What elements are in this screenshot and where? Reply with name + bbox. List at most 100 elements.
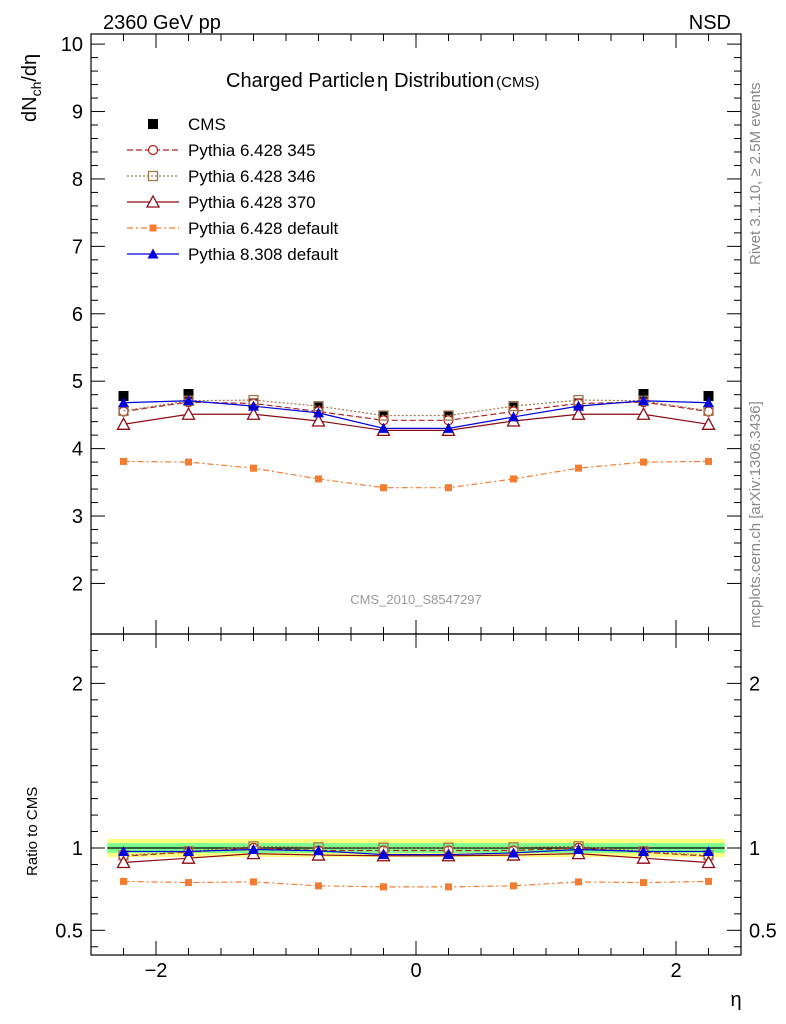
ratio-tick-label: 1 <box>72 838 83 860</box>
series-line-4 <box>123 460 709 489</box>
legend-marker <box>145 194 161 208</box>
x-axis-label: η <box>730 989 741 1011</box>
chart-title-symbol: η <box>377 70 388 92</box>
ratio-plot-frame <box>90 633 742 956</box>
data-point <box>573 400 584 411</box>
ratio-line-2 <box>123 852 709 864</box>
legend-marker <box>147 144 159 156</box>
header-right: NSD <box>689 12 731 34</box>
ratio-tick-label: 2 <box>72 673 83 695</box>
data-point <box>250 464 257 472</box>
legend-label: CMS <box>188 115 226 134</box>
data-point <box>116 416 131 430</box>
y-label-sub: ch <box>28 82 44 97</box>
data-point <box>380 484 387 492</box>
ratio-point <box>313 845 324 856</box>
data-point <box>508 400 519 412</box>
y-axis-label-main: dNch/dη <box>19 54 44 122</box>
ratio-point <box>508 847 519 858</box>
x-tick-label: 2 <box>670 960 681 982</box>
ratio-series-4 <box>118 843 714 860</box>
y-tick-label: 9 <box>72 102 83 124</box>
y-label-rest: /dη <box>19 54 41 82</box>
data-point <box>638 389 649 399</box>
x-tick-label: −2 <box>145 960 168 982</box>
ratio-point <box>116 855 131 869</box>
ratio-point <box>573 843 584 854</box>
data-point <box>443 422 454 433</box>
data-point <box>118 397 129 408</box>
series-1 <box>118 396 714 426</box>
ratio-point <box>638 845 649 856</box>
data-point <box>181 406 196 420</box>
ratio-point <box>705 877 712 885</box>
ratio-line-1 <box>123 845 709 857</box>
chart-title-suffix: (CMS) <box>496 74 539 91</box>
axes-group: 2 3 4 5 6 7 8 9 10 0.5 0.5 1 1 2 2 −2 0 2 <box>55 33 777 982</box>
ratio-line-3 <box>123 880 709 888</box>
ratio-point <box>185 879 192 887</box>
data-point <box>118 391 129 402</box>
ratio-point <box>380 883 387 891</box>
data-point <box>183 389 194 399</box>
ratio-series-group <box>116 841 716 891</box>
series-5 <box>118 395 714 433</box>
y-axis-label-ratio: Ratio to CMS <box>24 787 41 876</box>
ratio-point <box>118 845 129 856</box>
y-label-dn: dN <box>19 96 41 122</box>
series-line-3 <box>123 413 709 432</box>
legend-entry-0: CMS <box>148 115 226 134</box>
data-point <box>183 395 194 406</box>
data-point <box>510 475 517 483</box>
data-point <box>311 413 326 427</box>
series-3 <box>116 406 716 437</box>
data-point <box>575 464 582 472</box>
data-point <box>445 484 452 492</box>
series-line-1 <box>123 401 709 421</box>
ratio-tick-label: 0.5 <box>55 920 83 942</box>
legend-label: Pythia 6.428 346 <box>188 167 316 186</box>
ratio-point <box>120 877 127 885</box>
legend-marker <box>148 119 158 129</box>
data-point <box>640 458 647 466</box>
y-tick-label: 7 <box>72 236 83 258</box>
ratio-tick-label-right: 1 <box>749 838 760 860</box>
main-series-group <box>116 389 716 492</box>
legend-entry-5: Pythia 8.308 default <box>127 245 339 264</box>
data-point <box>120 457 127 465</box>
data-point <box>443 410 454 421</box>
ratio-point <box>315 882 322 890</box>
ratio-line-4 <box>123 848 709 856</box>
data-point <box>571 406 586 420</box>
data-point <box>313 407 324 418</box>
ratio-point <box>701 855 716 869</box>
rivet-label: Rivet 3.1.10, ≥ 2.5M events <box>747 83 764 266</box>
y-tick-label: 6 <box>72 304 83 326</box>
ratio-point <box>640 879 647 887</box>
series-line-5 <box>123 400 709 429</box>
data-point <box>246 406 261 420</box>
data-point <box>315 475 322 483</box>
ratio-point <box>575 878 582 886</box>
ratio-point <box>248 843 259 854</box>
chart-title: Charged Particle η Distribution (CMS) <box>226 70 539 92</box>
legend: CMS Pythia 6.428 345 Pythia 6.428 346 Pythi… <box>127 115 339 264</box>
ratio-tick-label-right: 2 <box>749 673 760 695</box>
data-point <box>508 411 519 422</box>
legend-label: Pythia 8.308 default <box>188 245 339 264</box>
data-point <box>705 457 712 465</box>
ratio-point <box>250 878 257 886</box>
legend-marker <box>147 248 159 259</box>
y-tick-label: 2 <box>72 573 83 595</box>
x-tick-label: 0 <box>410 960 421 982</box>
legend-entry-1: Pythia 6.428 345 <box>127 141 316 160</box>
data-point <box>703 391 714 402</box>
ratio-point <box>703 845 714 856</box>
legend-label: Pythia 6.428 345 <box>188 141 316 160</box>
y-tick-label: 4 <box>72 439 83 461</box>
y-tick-label: 3 <box>72 506 83 528</box>
ratio-point <box>636 850 651 864</box>
series-4 <box>120 457 712 492</box>
analysis-label: CMS_2010_S8547297 <box>350 592 482 607</box>
